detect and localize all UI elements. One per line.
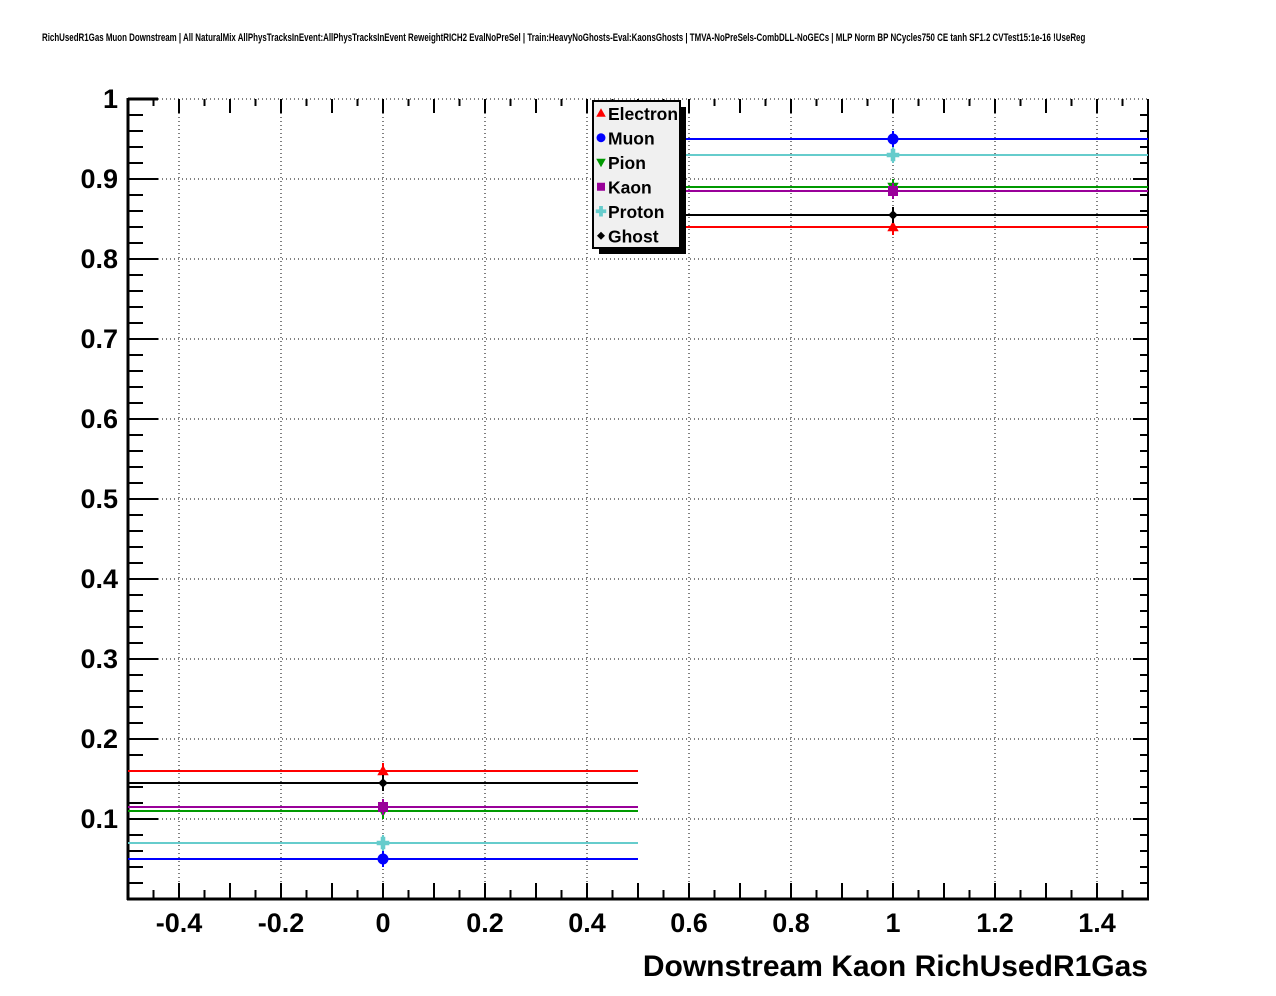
series-proton	[128, 147, 1148, 851]
y-tick-label: 0.8	[80, 244, 118, 274]
legend-item-muon: Muon	[596, 128, 655, 148]
canvas-title: RichUsedR1Gas Muon Downstream | All Natu…	[42, 32, 1086, 44]
diamond-marker	[888, 210, 898, 220]
series-kaon	[128, 183, 1148, 815]
axis-ticks	[128, 99, 1148, 899]
legend: Electron Muon Pion Kaon Proton Ghost	[592, 100, 686, 254]
legend-item-ghost: Ghost	[597, 226, 659, 246]
plus-marker	[886, 148, 900, 162]
plus-marker	[595, 206, 607, 217]
legend-item-electron: Electron	[596, 104, 678, 124]
triangle-up-marker	[377, 765, 389, 776]
series-muon	[128, 131, 1148, 867]
triangle-up-marker	[887, 221, 899, 232]
diamond-marker	[597, 231, 605, 240]
x-tick-label: 1.2	[976, 908, 1014, 938]
square-marker	[597, 182, 605, 191]
y-tick-label: 0.5	[80, 484, 118, 514]
x-axis-title: Downstream Kaon RichUsedR1Gas	[643, 950, 1148, 983]
legend-label: Ghost	[608, 226, 659, 246]
y-tick-label: 0.2	[80, 724, 118, 754]
y-tick-label: 1	[103, 84, 118, 114]
legend-box	[592, 100, 681, 249]
x-tick-label: 0.8	[772, 908, 810, 938]
tick-labels: -0.4 -0.2 0 0.2 0.4 0.6 0.8 1 1.2 1.4 0.1 0.2 0.3 0.4…	[80, 84, 1115, 938]
gridlines	[158, 98, 1148, 883]
legend-label: Proton	[608, 202, 664, 222]
triangle-up-marker	[596, 108, 606, 117]
series-ghost	[128, 207, 1148, 791]
x-tick-label: 1	[885, 908, 900, 938]
legend-label: Electron	[608, 104, 678, 124]
x-tick-label: 0.4	[568, 908, 606, 938]
x-tick-label: 0.2	[466, 908, 504, 938]
x-tick-label: 1.4	[1078, 908, 1116, 938]
legend-label: Pion	[608, 153, 646, 173]
square-marker	[888, 186, 898, 196]
x-tick-label: -0.2	[258, 908, 305, 938]
y-tick-label: 0.3	[80, 644, 118, 674]
plus-marker	[376, 836, 390, 850]
circle-marker	[596, 133, 606, 143]
legend-label: Kaon	[608, 177, 652, 197]
legend-item-pion: Pion	[596, 153, 646, 173]
triangle-down-marker	[596, 158, 606, 168]
legend-item-proton: Proton	[595, 202, 664, 222]
legend-item-kaon: Kaon	[597, 177, 652, 197]
y-tick-label: 0.4	[80, 564, 118, 594]
chart-root: -0.4 -0.2 0 0.2 0.4 0.6 0.8 1 1.2 1.4 0.1 0.2 0.3 0.4…	[80, 84, 1149, 938]
x-tick-label: -0.4	[156, 908, 203, 938]
y-tick-label: 0.1	[80, 804, 118, 834]
x-tick-label: 0.6	[670, 908, 708, 938]
circle-marker	[887, 133, 899, 145]
square-marker	[378, 802, 388, 812]
y-tick-label: 0.9	[80, 164, 118, 194]
series-electron	[128, 219, 1148, 779]
x-tick-label: 0	[375, 908, 390, 938]
y-tick-label: 0.7	[80, 324, 118, 354]
y-tick-label: 0.6	[80, 404, 118, 434]
legend-label: Muon	[608, 128, 655, 148]
diamond-marker	[378, 778, 388, 788]
circle-marker	[377, 853, 389, 865]
